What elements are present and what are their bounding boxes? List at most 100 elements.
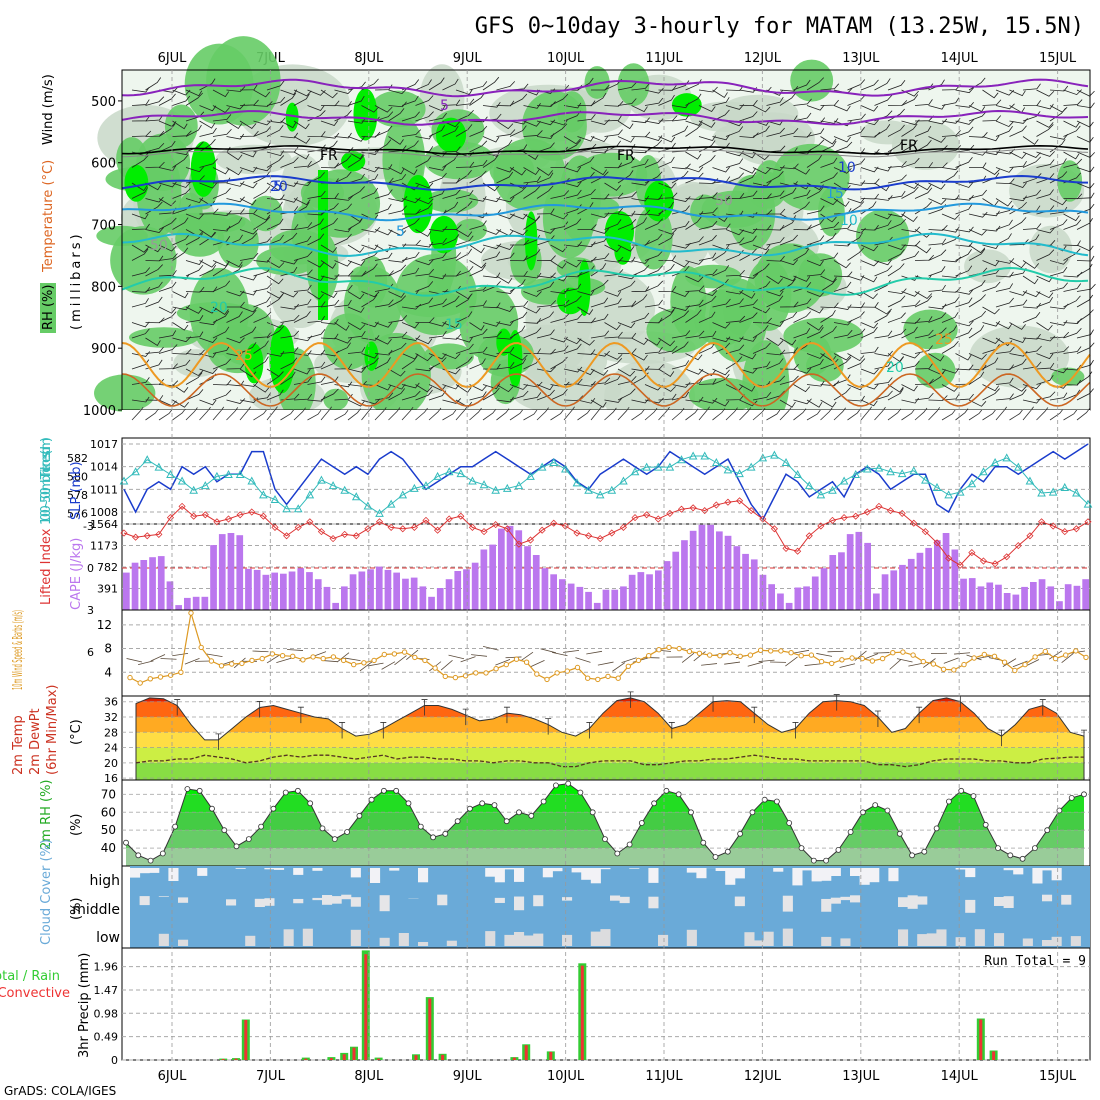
wind-barb [239,182,258,189]
precip-conv-bar [441,1054,445,1060]
wind-barb [523,306,541,314]
wind-barb [779,163,799,170]
wind-barb [563,140,582,153]
wind-barb [253,296,271,308]
wind-barb [158,198,177,207]
thickness-point [166,469,175,479]
wind-barb [361,226,381,233]
wind-barb [889,659,902,670]
wind-barb [954,652,971,655]
wind-barb [1022,189,1042,199]
day-label-bottom: 7JUL [256,1069,286,1084]
wind-barb [185,389,204,401]
wind-barb [887,312,906,323]
wind-barb [415,229,432,237]
wind-barb [712,298,731,308]
cloud-high-gap [139,868,150,874]
wind-barb [334,284,353,292]
cloud-low-gap [283,929,294,946]
wind-barb [590,253,610,261]
li-point [480,528,488,536]
cloud-mid-gap [734,896,745,907]
thickness-point [595,490,605,499]
li-point [387,523,395,531]
wind-barb [631,179,651,186]
wind-barb [442,125,459,137]
wind-barb [239,381,259,387]
wind-barb [523,318,542,324]
wind-barb [887,384,904,393]
wind-barb [523,327,542,339]
rh-point [565,780,572,787]
wind-barb [887,218,907,230]
rh-blob-bright [364,341,379,371]
wind-barb [712,265,730,277]
day-label-top: 13JUL [842,51,880,66]
wind-barb [982,99,1002,106]
wind-barb [766,290,784,297]
li-tick-label: 3 [87,604,94,617]
wind-barb [901,119,920,126]
cape-bar [323,586,331,610]
wind-barb [739,100,758,106]
wind-barb [388,256,408,263]
cape-bar [716,531,723,610]
wind-barb [266,96,286,106]
rh-blob-green [701,190,768,228]
thickness-point [897,469,907,478]
wind-barb [253,331,272,339]
wind-barb [1009,299,1028,308]
wind-barb [145,378,165,385]
wind-point [595,676,601,683]
wind-barb [644,218,663,230]
wind-barb [172,247,189,261]
wind-point [249,657,255,664]
wind-barb [334,337,352,344]
wind-barb [955,226,974,233]
li-point [991,560,999,568]
rh-blob-mid [891,120,960,170]
wind-barb [604,100,624,107]
rh-blob-green [164,104,198,148]
wind-barb [914,125,932,137]
wind-barb [752,324,769,339]
li-point [271,523,279,531]
li-point [1014,542,1022,550]
wind-point [991,653,998,659]
cloud-mid-gap [379,895,390,912]
day-label-top: 10JUL [547,51,585,66]
rh-point [221,827,228,834]
thickness-point [1060,482,1070,491]
wind-barb [955,203,973,215]
wind-barb [185,286,205,293]
wind-barb [806,260,824,267]
li-point [817,522,825,530]
cloud-mid-gap [322,895,333,905]
wind-barb [1009,389,1027,401]
wind-barb [847,197,865,204]
contour-label: 20 [210,300,228,316]
rh-blob-bright [435,117,467,153]
wind-barb [440,659,453,671]
thickness-point [839,476,849,485]
wind-barb [145,142,165,153]
wind-barb [874,259,892,266]
wind-barb [995,120,1014,128]
wind-barb [287,649,304,651]
wind-barb [590,279,609,292]
wind-barb [766,358,784,370]
wind-barb [658,136,676,143]
wind-barb [307,409,322,421]
pressure-tick-label: 1000 [83,404,116,419]
thickness-point [955,487,965,496]
cape-bar [829,555,837,610]
wind-barb [982,281,1001,292]
wind-barb [1049,408,1064,421]
cloud-high-gap [773,868,784,872]
cape-bar [838,552,845,610]
wind-barb [1063,158,1083,168]
wind-barb [1022,83,1041,91]
wind-barb [887,356,904,370]
wind-point [930,661,937,667]
wind-point [879,655,886,662]
